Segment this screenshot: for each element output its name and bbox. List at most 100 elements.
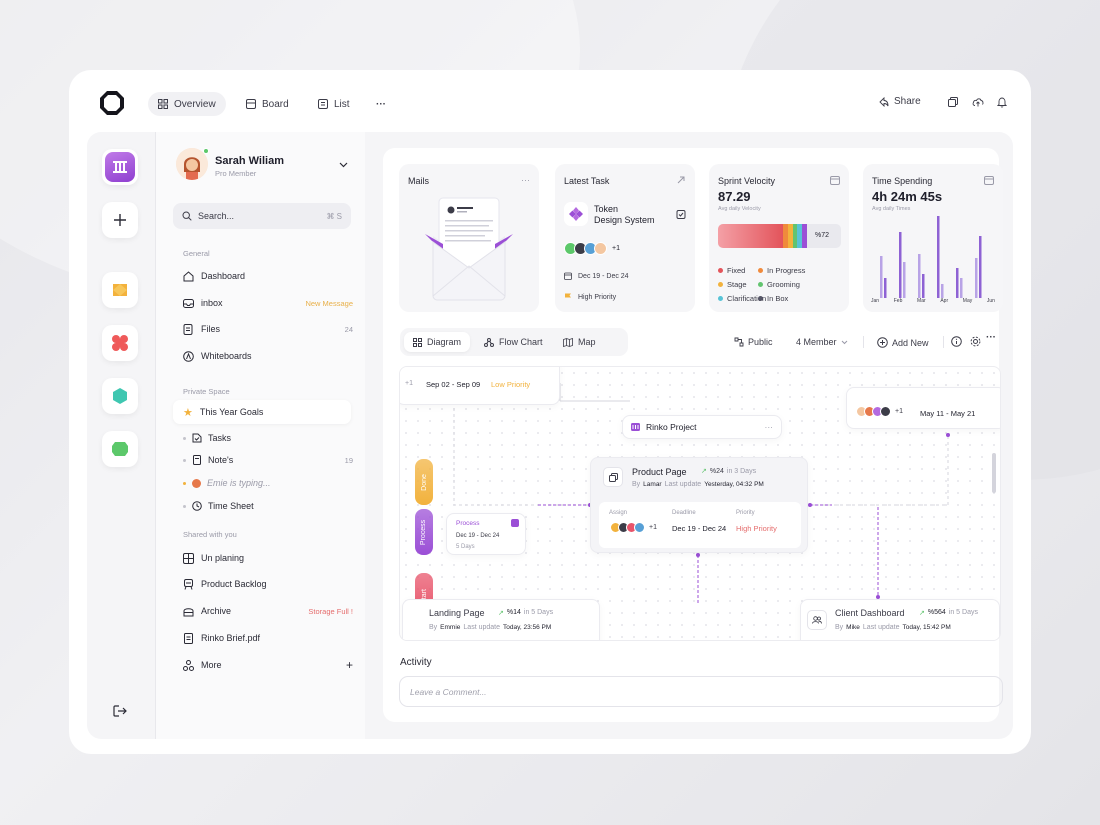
clipboard-icon[interactable] (676, 209, 686, 219)
calendar-icon[interactable] (830, 175, 840, 185)
connector-lines (453, 383, 950, 605)
rail-app-yellow[interactable] (102, 272, 138, 308)
sidebar-item-whiteboards[interactable]: Whiteboards (183, 347, 353, 365)
bell-icon[interactable] (997, 97, 1007, 108)
nodes-icon (183, 659, 194, 671)
copy-icon[interactable] (948, 97, 958, 107)
month-label: Jun (986, 298, 995, 304)
add-more-button[interactable]: + (345, 658, 353, 672)
sidebar-item-rinko-brief[interactable]: Rinko Brief.pdf (183, 629, 353, 647)
sidebar-item-this-year-goals[interactable]: ★ This Year Goals (173, 400, 351, 424)
card-title: Sprint Velocity (718, 176, 776, 186)
tab-overview[interactable]: Overview (148, 92, 226, 116)
client-updated-label: Last update (862, 624, 900, 631)
sidebar-item-un-planing[interactable]: Un planing (183, 549, 353, 567)
rinko-menu-button[interactable]: ··· (764, 422, 774, 432)
canvas-scrollbar[interactable] (992, 453, 996, 493)
top-right-node[interactable]: +1 May 11 - May 21 (846, 387, 1000, 429)
comment-input[interactable]: Leave a Comment... (399, 676, 1003, 707)
sidebar-item-files[interactable]: Files 24 (183, 320, 353, 338)
product-title: Product Page (632, 467, 687, 477)
sidebar-item-archive[interactable]: Archive Storage Full ! (183, 602, 353, 620)
legend-item: Clarification (718, 294, 766, 303)
latest-task-card[interactable]: Latest Task Token Design System +1 (555, 164, 695, 312)
rail-app-red[interactable] (102, 325, 138, 361)
assignee-avatars[interactable]: +1 (610, 522, 657, 533)
rail-app-teal[interactable] (102, 378, 138, 414)
time-sub: Avg daily Times (872, 206, 911, 212)
month-label: Feb (893, 298, 903, 304)
sidebar-item-more[interactable]: More + (183, 656, 353, 674)
sidebar-item-product-backlog[interactable]: Product Backlog (183, 575, 353, 593)
flowchart-icon (484, 337, 494, 347)
logout-icon[interactable] (113, 705, 127, 717)
sidebar-item-label: This Year Goals (199, 407, 264, 417)
product-updated: Yesterday, 04:32 PM (704, 481, 764, 488)
inbox-icon (183, 298, 194, 308)
public-toggle[interactable]: Public (734, 337, 773, 347)
search-shortcut: ⌘ S (326, 211, 342, 221)
extra-members-count: +1 (649, 524, 657, 531)
calendar-grid-icon (183, 552, 194, 564)
diagram-canvas[interactable]: +1 Sep 02 - Sep 09 Low Priority +1 May 1… (399, 366, 1001, 641)
card-title: Latest Task (564, 176, 610, 186)
segment-in-progress (783, 224, 788, 248)
rail-add-button[interactable] (102, 202, 138, 238)
search-input[interactable]: Search... ⌘ S (173, 203, 351, 229)
tab-map[interactable]: Map (554, 332, 605, 352)
sidebar-item-notes[interactable]: Note's 19 (183, 452, 353, 468)
sidebar-item-label: More (201, 660, 222, 670)
comment-placeholder: Leave a Comment... (410, 686, 487, 697)
add-new-button[interactable]: Add New (877, 337, 929, 348)
tab-board[interactable]: Board (236, 92, 299, 116)
sidebar-item-dashboard[interactable]: Dashboard (183, 267, 353, 285)
add-new-label: Add New (892, 337, 929, 348)
sidebar-item-tasks[interactable]: Tasks (183, 430, 353, 446)
product-page-node[interactable]: Product Page ↗ %24 in 3 Days By Lamar La… (590, 457, 808, 553)
rinko-project-node[interactable]: Rinko Project ··· (622, 415, 782, 439)
tab-flow-chart[interactable]: Flow Chart (475, 332, 552, 352)
sidebar-item-time-sheet[interactable]: Time Sheet (183, 498, 353, 514)
legend-label: Stage (727, 280, 747, 289)
bullet-icon (183, 436, 186, 440)
sprint-velocity-card[interactable]: Sprint Velocity 87.29 Avg daily Velocity… (709, 164, 849, 312)
info-icon[interactable] (951, 336, 962, 347)
time-spending-card[interactable]: Time Spending 4h 24m 45s Avg daily Times… (863, 164, 1003, 312)
client-dashboard-node[interactable]: Client Dashboard ↗ %564 in 5 Days By Mik… (800, 599, 1000, 640)
bar-group (880, 256, 887, 298)
rail-workspace-button[interactable] (102, 149, 138, 185)
member-dropdown[interactable]: 4 Member (796, 337, 848, 347)
landing-page-node[interactable]: Landing Page ↗ %14 in 5 Days By Emmie La… (402, 599, 600, 640)
gear-icon[interactable] (970, 336, 981, 347)
process-card[interactable]: Process Dec 19 - Dec 24 5 Days (446, 513, 526, 555)
legend-dot-icon (718, 268, 723, 273)
sidebar-item-inbox[interactable]: inbox New Message (183, 294, 353, 312)
more-tabs-button[interactable]: ··· (376, 98, 386, 110)
stage-pill-done[interactable]: Done (415, 459, 433, 505)
calendar-icon[interactable] (984, 175, 994, 185)
share-label: Share (894, 96, 921, 107)
assignee-avatars[interactable]: +1 (564, 242, 620, 255)
rail-app-green[interactable] (102, 431, 138, 467)
share-button[interactable]: Share (879, 96, 921, 107)
checkbox-checked-icon[interactable] (511, 519, 519, 527)
tab-diagram[interactable]: Diagram (404, 332, 471, 352)
app-logo-icon[interactable] (99, 90, 125, 116)
arrow-up-right-icon[interactable] (677, 176, 685, 184)
more-options-button[interactable]: ··· (986, 332, 996, 343)
mails-card[interactable]: Mails ··· (399, 164, 539, 312)
top-left-node[interactable]: +1 Sep 02 - Sep 09 Low Priority (400, 367, 560, 405)
legend-item: In Progress (758, 266, 805, 275)
avatar[interactable] (176, 148, 208, 180)
chevron-down-icon[interactable] (339, 162, 348, 168)
backlog-icon (184, 578, 193, 590)
landing-title: Landing Page (429, 608, 485, 618)
stage-pill-process[interactable]: Process (415, 509, 433, 555)
section-shared: Shared with you (183, 530, 237, 539)
segment-fixed (718, 224, 784, 248)
cloud-upload-icon[interactable] (972, 97, 984, 107)
bar-group (918, 254, 925, 298)
tab-list[interactable]: List (308, 92, 360, 116)
sidebar-item-label: Note's (208, 455, 234, 465)
mails-menu-button[interactable]: ··· (521, 175, 530, 185)
